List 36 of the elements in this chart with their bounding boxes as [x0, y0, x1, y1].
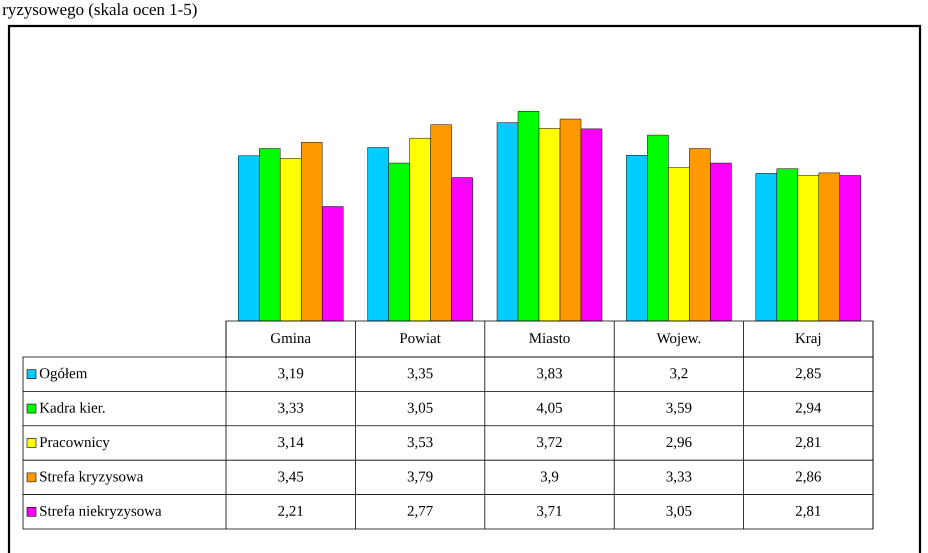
x-tick-label: Kraj	[795, 333, 820, 346]
data-label: 3,9	[540, 471, 558, 484]
data-label: 2,85	[796, 368, 821, 380]
chart-title: ryzysowego (skala ocen 1-5)	[2, 3, 197, 19]
data-label: 3,14	[278, 437, 304, 450]
data-label: 3,45	[278, 471, 304, 484]
data-label: 2,94	[796, 402, 822, 415]
data-label: 3,79	[408, 471, 433, 484]
data-label: 3,33	[278, 402, 304, 415]
legend-label: Ogółem	[40, 368, 88, 382]
data-label: 3,19	[278, 368, 304, 380]
data-label: 2,81	[796, 437, 820, 450]
x-tick-label: Wojew.	[656, 333, 700, 346]
data-label: 3,35	[408, 368, 433, 380]
data-label: 4,05	[536, 402, 562, 415]
legend-label: Pracownicy	[40, 437, 110, 450]
data-label: 3,53	[408, 437, 433, 450]
data-label: 3,05	[666, 506, 692, 518]
data-label: 3,05	[408, 402, 433, 415]
data-label: 3,71	[537, 506, 562, 518]
data-label: 2,86	[796, 471, 821, 484]
legend-label: Kadra kier.	[40, 402, 105, 413]
data-label: 3,83	[537, 368, 562, 380]
data-label: 3,2	[670, 368, 688, 380]
data-label: 2,96	[666, 437, 692, 450]
x-tick-label: Powiat	[400, 333, 441, 344]
legend-label: Strefa kryzysowa	[40, 470, 144, 485]
x-tick-label: Miasto	[529, 333, 570, 344]
data-label: 3,59	[666, 402, 692, 415]
x-tick-label: Gmina	[270, 333, 311, 344]
data-label: 2,21	[278, 506, 303, 518]
data-label: 3,33	[666, 471, 692, 484]
legend-label: Strefa niekryzysowa	[40, 505, 162, 520]
data-label: 3,72	[537, 437, 562, 450]
data-label: 2,77	[408, 506, 433, 518]
data-label: 2,81	[796, 506, 820, 518]
